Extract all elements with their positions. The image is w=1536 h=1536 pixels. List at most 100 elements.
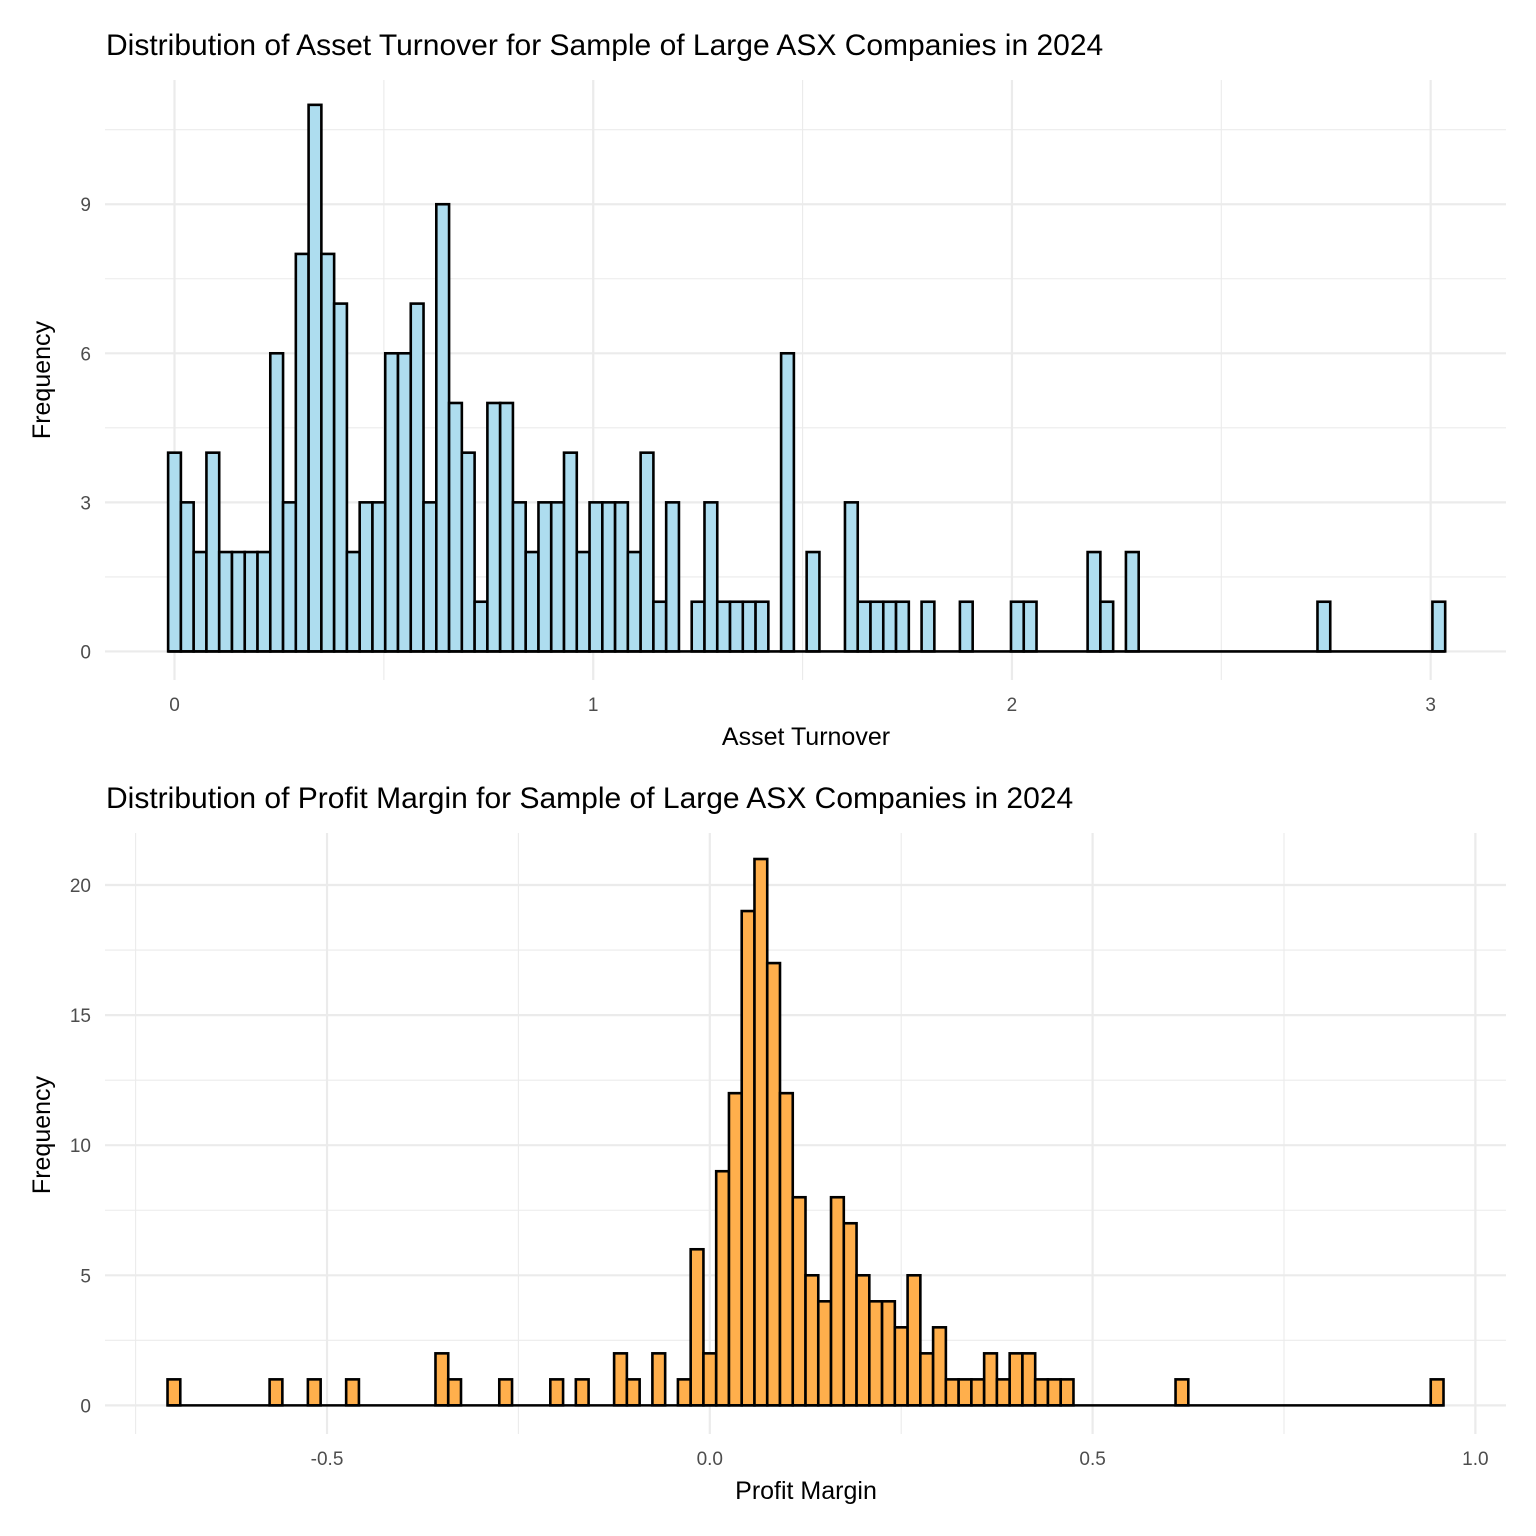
histogram-bar <box>358 501 374 653</box>
histogram-bar <box>970 1378 986 1407</box>
chart-title: Distribution of Profit Margin for Sample… <box>106 782 1073 815</box>
histogram-bar <box>753 857 769 1407</box>
histogram-bar <box>243 550 259 653</box>
histogram-bar <box>460 451 476 653</box>
y-tick-labels: 0 3 6 9 <box>80 195 91 663</box>
histogram-bar <box>524 550 540 653</box>
histogram-bar <box>268 1378 284 1407</box>
histogram-bar <box>1046 1378 1063 1407</box>
x-tick-label: 0 <box>169 695 180 716</box>
histogram-bar <box>371 501 387 653</box>
histogram-bar <box>829 1195 846 1407</box>
histogram-bar <box>843 501 860 653</box>
histogram-bar <box>804 1273 820 1407</box>
histogram-bar <box>1174 1378 1190 1407</box>
histogram-bar <box>856 600 872 653</box>
histogram-bar <box>320 252 336 653</box>
y-tick-label: 20 <box>70 876 91 897</box>
histogram-bar <box>562 451 579 653</box>
y-tick-label: 5 <box>80 1266 91 1287</box>
histogram-bar <box>549 1378 565 1407</box>
histogram-bar <box>179 501 195 653</box>
histogram-bar <box>869 600 885 653</box>
x-axis-title: Profit Margin <box>735 1477 877 1505</box>
histogram-bar <box>842 1221 858 1407</box>
histogram-bar <box>920 600 936 653</box>
x-tick-label: 0.5 <box>1079 1449 1105 1470</box>
histogram-bar <box>294 252 310 653</box>
histogram-bar <box>1033 1378 1050 1407</box>
histogram-bar <box>714 1169 731 1407</box>
histogram-bar <box>1429 1378 1445 1407</box>
histogram-bar <box>741 600 757 653</box>
y-axis-title: Frequency <box>28 320 56 439</box>
histogram-bar <box>676 1378 692 1407</box>
histogram-bar <box>588 501 604 653</box>
histogram-bar <box>995 1378 1011 1407</box>
histogram-bar <box>894 600 911 653</box>
histogram-bar <box>217 550 234 653</box>
histogram-bar <box>727 1091 744 1407</box>
histogram-bar <box>1099 600 1115 653</box>
histogram-bar <box>1022 600 1038 653</box>
histogram-bar <box>1059 1378 1075 1407</box>
histogram-bar <box>574 1378 590 1407</box>
x-axis-title: Asset Turnover <box>722 723 890 751</box>
y-axis-title: Frequency <box>28 1075 56 1194</box>
y-tick-label: 0 <box>80 1396 91 1417</box>
x-tick-label: 1 <box>588 695 599 716</box>
histogram-bar <box>626 550 642 653</box>
histogram-bar <box>715 600 732 653</box>
histogram-bar <box>192 550 208 653</box>
histogram-bar <box>779 351 796 653</box>
x-tick-label: 0.0 <box>697 1449 723 1470</box>
histogram-bar <box>422 501 438 653</box>
histogram-bar <box>855 1273 871 1407</box>
histogram-bar <box>230 550 247 653</box>
x-tick-labels: 0 1 2 3 <box>169 695 1436 716</box>
histogram-bar <box>703 501 719 653</box>
histogram-bar <box>256 550 272 653</box>
y-tick-labels: 0 5 10 15 20 <box>70 876 91 1417</box>
histogram-bar <box>307 103 323 653</box>
histogram-bar <box>690 600 706 653</box>
histogram-bar <box>931 1326 948 1407</box>
profit-margin-histogram: -0.5 0.0 0.5 1.0 0 5 10 15 20 Distribution of P… <box>28 782 1506 1505</box>
histogram-bar <box>549 501 566 653</box>
histogram-bar <box>166 1378 182 1407</box>
histogram-bar <box>880 1300 897 1407</box>
histogram-bar <box>383 351 400 653</box>
histogram-bar <box>944 1378 960 1407</box>
histogram-bar <box>702 1352 718 1407</box>
histogram-bar <box>1021 1352 1037 1407</box>
histogram-bar <box>344 1378 361 1407</box>
histogram-bar <box>906 1273 922 1407</box>
histogram-bar <box>957 1378 973 1407</box>
histogram-bar <box>396 351 413 653</box>
x-tick-label: -0.5 <box>311 1449 344 1470</box>
y-tick-label: 6 <box>80 344 91 365</box>
histogram-bar <box>805 550 821 653</box>
y-tick-label: 10 <box>70 1136 91 1157</box>
histogram-bar <box>537 501 553 653</box>
x-tick-label: 3 <box>1425 695 1436 716</box>
bars <box>166 103 1447 653</box>
histogram-bar <box>486 401 502 653</box>
histogram-bar <box>435 202 451 653</box>
histogram-bar <box>1086 550 1102 653</box>
histogram-bar <box>778 1091 795 1407</box>
histogram-bar <box>728 600 745 653</box>
histogram-bar <box>982 1352 999 1407</box>
histogram-bar <box>1316 600 1332 653</box>
histogram-bar <box>652 600 668 653</box>
histogram-bar <box>791 1195 807 1407</box>
histogram-bar <box>958 600 974 653</box>
histogram-bar <box>281 501 298 653</box>
x-tick-label: 2 <box>1007 695 1018 716</box>
histogram-bar <box>754 600 770 653</box>
histogram-bar <box>765 961 782 1407</box>
histogram-bar <box>409 302 425 653</box>
histogram-bar <box>689 1247 705 1407</box>
histogram-bar <box>1431 600 1447 653</box>
histogram-bar <box>613 501 630 653</box>
